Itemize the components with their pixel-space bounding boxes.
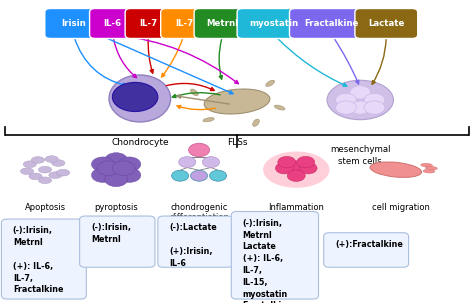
Circle shape	[189, 143, 210, 157]
Circle shape	[299, 162, 317, 174]
Circle shape	[350, 86, 371, 99]
Circle shape	[105, 153, 128, 167]
FancyBboxPatch shape	[324, 233, 409, 267]
Circle shape	[105, 162, 128, 177]
Circle shape	[105, 172, 128, 187]
Text: FLSs: FLSs	[227, 138, 247, 147]
Text: IL-6: IL-6	[104, 19, 122, 28]
Ellipse shape	[327, 80, 393, 120]
Ellipse shape	[38, 177, 52, 184]
Text: Lactate: Lactate	[368, 19, 404, 28]
Text: Metrnl: Metrnl	[207, 19, 239, 28]
Circle shape	[336, 101, 356, 114]
Ellipse shape	[203, 118, 214, 122]
FancyBboxPatch shape	[194, 8, 251, 38]
Circle shape	[210, 170, 227, 181]
FancyBboxPatch shape	[90, 8, 136, 38]
Ellipse shape	[29, 173, 42, 180]
Circle shape	[364, 101, 385, 114]
Circle shape	[350, 101, 371, 114]
Ellipse shape	[109, 75, 171, 122]
FancyBboxPatch shape	[1, 219, 86, 299]
Text: cell migration: cell migration	[372, 203, 429, 212]
Ellipse shape	[263, 152, 329, 188]
Circle shape	[202, 157, 219, 168]
FancyBboxPatch shape	[237, 8, 311, 38]
FancyBboxPatch shape	[231, 211, 319, 299]
Circle shape	[91, 157, 114, 171]
Circle shape	[287, 170, 305, 181]
Circle shape	[91, 168, 114, 182]
Circle shape	[172, 170, 189, 181]
Text: myostatin: myostatin	[249, 19, 299, 28]
Text: Chondrocyte: Chondrocyte	[111, 138, 169, 147]
Circle shape	[112, 161, 135, 175]
Circle shape	[287, 161, 305, 172]
Text: (-):Irisin,
Metrnl

(+): IL-6,
IL-7,
Fractalkine: (-):Irisin, Metrnl (+): IL-6, IL-7, Frac…	[13, 226, 64, 294]
Ellipse shape	[191, 89, 198, 96]
Ellipse shape	[23, 161, 36, 168]
Text: Irisin: Irisin	[61, 19, 86, 28]
Text: IL-7: IL-7	[175, 19, 193, 28]
FancyBboxPatch shape	[161, 8, 207, 38]
Ellipse shape	[52, 160, 65, 166]
Ellipse shape	[38, 166, 52, 173]
Text: (+):Fractalkine: (+):Fractalkine	[335, 240, 403, 249]
Circle shape	[278, 156, 296, 168]
Text: Fractalkine: Fractalkine	[305, 19, 359, 28]
FancyBboxPatch shape	[158, 216, 233, 267]
Ellipse shape	[253, 119, 259, 126]
Text: (-):Irisin,
Metrnl
Lactate
(+): IL-6,
IL-7,
IL-15,
myostatin
Fractalkine: (-):Irisin, Metrnl Lactate (+): IL-6, IL…	[243, 219, 293, 303]
Ellipse shape	[423, 169, 435, 173]
Ellipse shape	[426, 166, 437, 170]
Ellipse shape	[204, 89, 270, 114]
Ellipse shape	[56, 169, 70, 176]
Circle shape	[191, 170, 208, 181]
Circle shape	[364, 93, 385, 107]
Circle shape	[97, 161, 120, 175]
FancyBboxPatch shape	[290, 8, 374, 38]
Text: (-):Lactate

(+):Irisin,
IL-6: (-):Lactate (+):Irisin, IL-6	[169, 223, 217, 268]
Circle shape	[118, 168, 141, 182]
FancyBboxPatch shape	[45, 8, 102, 38]
Text: pyroptosis: pyroptosis	[94, 203, 138, 212]
Ellipse shape	[370, 162, 421, 177]
Circle shape	[179, 157, 196, 168]
Circle shape	[118, 157, 141, 171]
Ellipse shape	[49, 172, 62, 178]
Ellipse shape	[274, 105, 285, 110]
FancyBboxPatch shape	[355, 8, 418, 38]
FancyBboxPatch shape	[125, 8, 172, 38]
Text: (-):Irisin,
Metrnl: (-):Irisin, Metrnl	[91, 223, 131, 244]
Ellipse shape	[266, 80, 274, 86]
FancyBboxPatch shape	[80, 216, 155, 267]
Ellipse shape	[45, 156, 58, 162]
Circle shape	[336, 93, 356, 107]
Circle shape	[112, 82, 158, 112]
Text: Inflammation: Inflammation	[268, 203, 324, 212]
Ellipse shape	[31, 157, 45, 163]
Text: chondrogenic
differentiation: chondrogenic differentiation	[169, 203, 229, 222]
Text: mesenchymal
stem cells: mesenchymal stem cells	[330, 145, 391, 165]
Circle shape	[297, 156, 315, 168]
Text: Apoptosis: Apoptosis	[25, 203, 65, 212]
Text: IL-7: IL-7	[139, 19, 157, 28]
Circle shape	[275, 162, 293, 174]
Ellipse shape	[20, 168, 34, 175]
Ellipse shape	[421, 163, 432, 167]
